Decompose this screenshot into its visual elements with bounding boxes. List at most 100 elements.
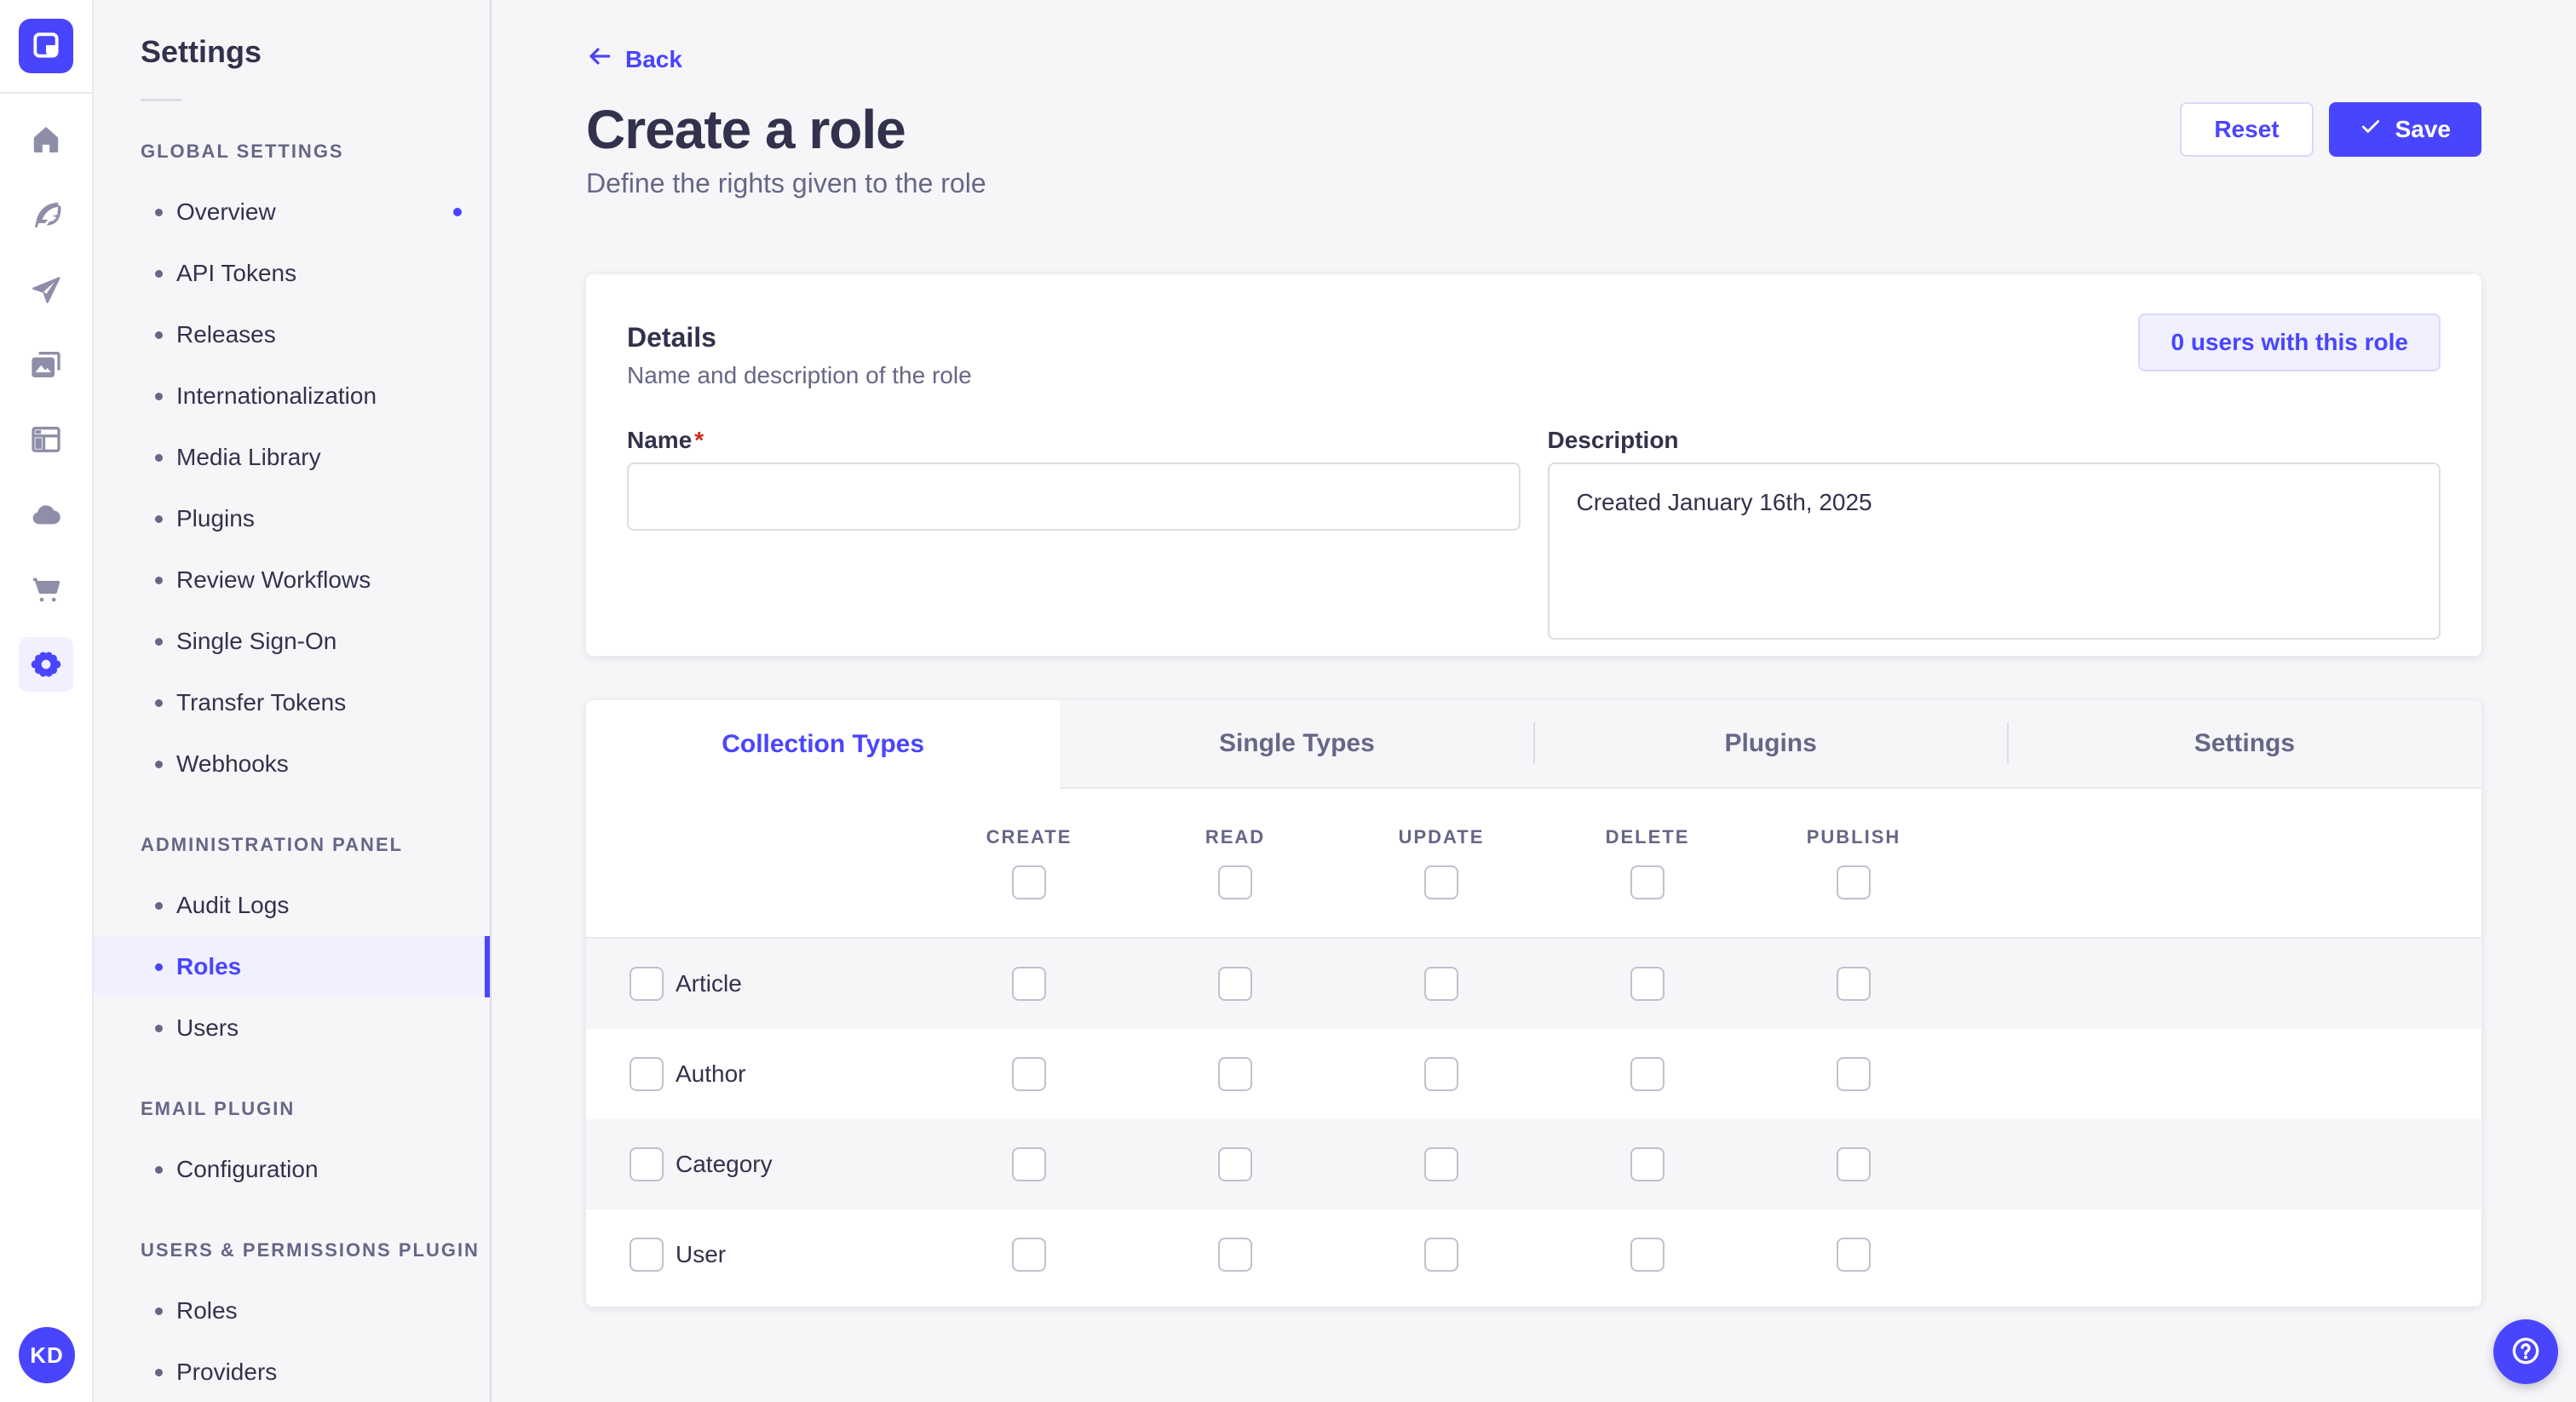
user-create-checkbox[interactable] — [1012, 1238, 1046, 1272]
cell-delete — [1544, 1238, 1751, 1272]
cell-publish — [1751, 1147, 1957, 1181]
category-delete-checkbox[interactable] — [1630, 1147, 1665, 1181]
cell-create — [926, 1238, 1132, 1272]
tab-plugins[interactable]: Plugins — [1532, 700, 2008, 789]
sidebar-item-providers[interactable]: Providers — [94, 1342, 490, 1402]
select-all-publish-checkbox[interactable] — [1837, 865, 1871, 899]
user-delete-checkbox[interactable] — [1630, 1238, 1665, 1272]
media-library-icon[interactable] — [19, 337, 73, 392]
cell-read — [1132, 967, 1338, 1001]
select-all-read-checkbox[interactable] — [1218, 865, 1252, 899]
home-icon[interactable] — [19, 112, 73, 167]
sidebar-item-media-library[interactable]: Media Library — [94, 427, 490, 488]
sidebar-item-audit-logs[interactable]: Audit Logs — [94, 875, 490, 936]
description-input[interactable]: Created January 16th, 2025 — [1547, 463, 2441, 640]
users-with-role-button[interactable]: 0 users with this role — [2138, 313, 2441, 371]
page-header: Create a role Reset Save — [586, 98, 2481, 161]
category-create-checkbox[interactable] — [1012, 1147, 1046, 1181]
back-link[interactable]: Back — [586, 43, 682, 76]
select-all-create-checkbox[interactable] — [1012, 865, 1046, 899]
sidebar-item-label: Plugins — [176, 505, 255, 531]
sidebar-title-rule — [141, 99, 181, 101]
details-card: Details Name and description of the role… — [586, 274, 2481, 656]
column-label-update: UPDATE — [1398, 826, 1485, 848]
tab-settings[interactable]: Settings — [2006, 700, 2481, 789]
sidebar-item-internationalization[interactable]: Internationalization — [94, 365, 490, 427]
sidebar-item-single-sign-on[interactable]: Single Sign-On — [94, 611, 490, 672]
row-label: Article — [676, 970, 742, 997]
name-input[interactable] — [627, 463, 1521, 531]
sidebar-item-releases[interactable]: Releases — [94, 304, 490, 365]
sidebar-item-label: Webhooks — [176, 750, 289, 777]
tab-single-types[interactable]: Single Types — [1060, 700, 1534, 789]
cell-publish — [1751, 1238, 1957, 1272]
article-row-checkbox[interactable] — [630, 967, 664, 1001]
strapi-logo[interactable] — [19, 19, 73, 73]
content-manager-feather-icon[interactable] — [19, 187, 73, 242]
sidebar-item-review-workflows[interactable]: Review Workflows — [94, 549, 490, 611]
user-read-checkbox[interactable] — [1218, 1238, 1252, 1272]
settings-gear-icon[interactable] — [19, 637, 73, 692]
sidebar-item-api-tokens[interactable]: API Tokens — [94, 243, 490, 304]
sidebar-item-webhooks[interactable]: Webhooks — [94, 733, 490, 795]
article-delete-checkbox[interactable] — [1630, 967, 1665, 1001]
back-label: Back — [625, 45, 682, 72]
row-lead-cell: Author — [586, 1057, 926, 1091]
author-delete-checkbox[interactable] — [1630, 1057, 1665, 1091]
user-update-checkbox[interactable] — [1424, 1238, 1458, 1272]
sidebar-item-label: Users — [176, 1014, 239, 1041]
section-email-plugin: EMAIL PLUGIN — [141, 1098, 296, 1119]
reset-button[interactable]: Reset — [2180, 102, 2314, 157]
category-update-checkbox[interactable] — [1424, 1147, 1458, 1181]
cell-update — [1338, 1057, 1544, 1091]
author-update-checkbox[interactable] — [1424, 1057, 1458, 1091]
user-row-checkbox[interactable] — [630, 1238, 664, 1272]
category-publish-checkbox[interactable] — [1837, 1147, 1871, 1181]
article-update-checkbox[interactable] — [1424, 967, 1458, 1001]
notification-dot — [453, 208, 462, 216]
author-create-checkbox[interactable] — [1012, 1057, 1046, 1091]
sidebar-item-roles-admin[interactable]: Roles — [94, 936, 490, 997]
bullet-icon — [155, 760, 163, 768]
paper-plane-icon[interactable] — [19, 262, 73, 317]
sidebar-item-transfer-tokens[interactable]: Transfer Tokens — [94, 672, 490, 733]
save-button[interactable]: Save — [2328, 102, 2481, 157]
article-read-checkbox[interactable] — [1218, 967, 1252, 1001]
layout-icon[interactable] — [19, 412, 73, 467]
author-publish-checkbox[interactable] — [1837, 1057, 1871, 1091]
cell-read — [1132, 1147, 1338, 1181]
category-row-checkbox[interactable] — [630, 1147, 664, 1181]
article-publish-checkbox[interactable] — [1837, 967, 1871, 1001]
sidebar-item-label: API Tokens — [176, 260, 297, 286]
settings-sidebar: Settings GLOBAL SETTINGS Overview API To… — [94, 0, 492, 1402]
cart-icon[interactable] — [19, 562, 73, 617]
sidebar-item-overview[interactable]: Overview — [94, 181, 490, 243]
article-create-checkbox[interactable] — [1012, 967, 1046, 1001]
help-button[interactable] — [2493, 1319, 2558, 1384]
sidebar-item-plugins[interactable]: Plugins — [94, 488, 490, 549]
sidebar-item-users[interactable]: Users — [94, 997, 490, 1059]
select-all-delete-checkbox[interactable] — [1630, 865, 1665, 899]
sidebar-item-label: Media Library — [176, 444, 321, 470]
email-plugin-list: Configuration — [94, 1139, 490, 1200]
cell-read — [1132, 1238, 1338, 1272]
sidebar-item-configuration[interactable]: Configuration — [94, 1139, 490, 1200]
bullet-icon — [155, 269, 163, 278]
category-read-checkbox[interactable] — [1218, 1147, 1252, 1181]
avatar[interactable]: KD — [19, 1327, 75, 1383]
bullet-icon — [155, 514, 163, 523]
user-publish-checkbox[interactable] — [1837, 1238, 1871, 1272]
bullet-icon — [155, 208, 163, 216]
cloud-icon[interactable] — [19, 487, 73, 542]
sidebar-item-label: Review Workflows — [176, 566, 371, 593]
permissions-table: CREATE READ UPDATE DELETE — [586, 789, 2481, 1307]
author-row-checkbox[interactable] — [630, 1057, 664, 1091]
cell-create — [926, 1147, 1132, 1181]
cell-update — [1338, 967, 1544, 1001]
tab-collection-types[interactable]: Collection Types — [586, 700, 1061, 789]
author-read-checkbox[interactable] — [1218, 1057, 1252, 1091]
permissions-tabs: Collection Types Single Types Plugins Se… — [586, 700, 2481, 789]
sidebar-item-label: Single Sign-On — [176, 628, 337, 654]
select-all-update-checkbox[interactable] — [1424, 865, 1458, 899]
sidebar-item-roles-up[interactable]: Roles — [94, 1280, 490, 1342]
